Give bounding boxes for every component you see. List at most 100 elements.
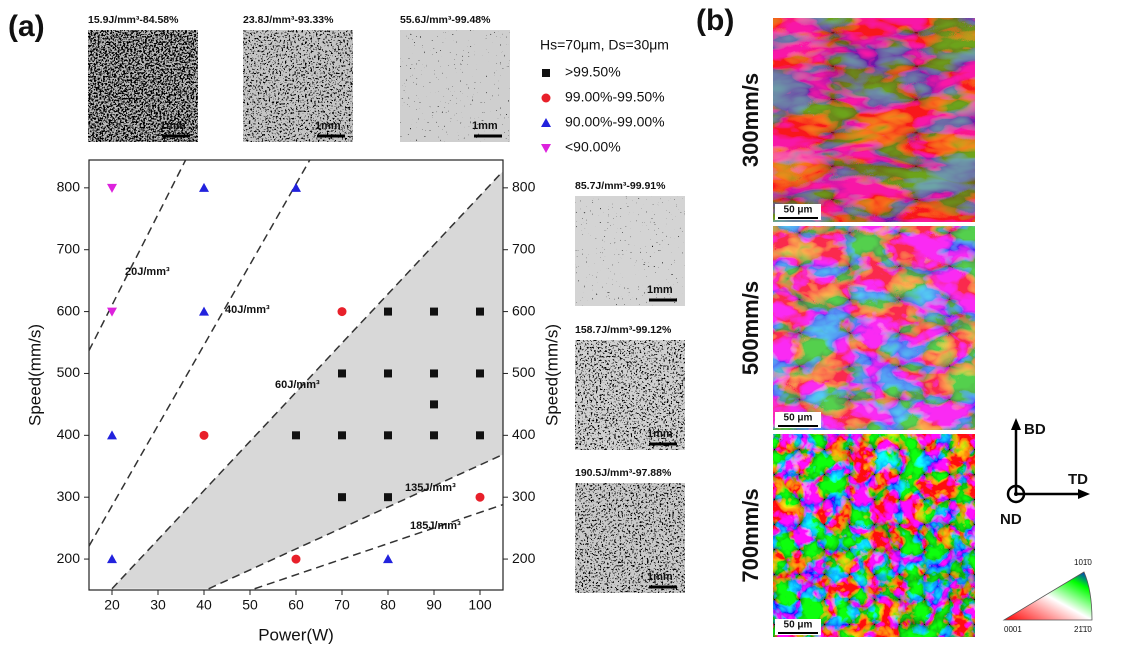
marker [541, 118, 551, 127]
marker [430, 431, 438, 440]
legend-label: <90.00% [565, 139, 621, 155]
marker [541, 93, 551, 103]
scale-label: 1mm [647, 428, 673, 440]
y-tick-label: 200 [57, 550, 81, 566]
marker [383, 554, 393, 564]
y-tick-label: 700 [57, 240, 81, 256]
marker [107, 430, 117, 440]
y-tick-label: 300 [57, 488, 81, 504]
scale-box [775, 619, 821, 635]
x-tick-label: 100 [468, 597, 492, 613]
marker [107, 307, 117, 317]
micrograph-pores [243, 30, 353, 142]
x-tick-label: 40 [196, 597, 212, 613]
arrow-head [1078, 489, 1090, 499]
scale-box [775, 204, 821, 220]
ebsd-map [773, 18, 975, 222]
y-tick-label: 700 [512, 240, 536, 256]
y-tick-label: 800 [57, 179, 81, 195]
energy-label: 20J/mm³ [125, 266, 170, 278]
arrow-head [1011, 418, 1021, 430]
marker [338, 369, 346, 378]
marker [292, 431, 300, 440]
micrograph-pores [88, 30, 198, 142]
marker [384, 431, 392, 440]
ipf-label: 101̄0 [1074, 558, 1092, 567]
marker [384, 307, 392, 316]
marker [430, 400, 438, 409]
scale-label: 50 μm [784, 205, 813, 216]
marker [338, 431, 346, 440]
micrograph-label: 158.7J/mm³-99.12% [575, 324, 672, 336]
marker [430, 369, 438, 378]
energy-label: 135J/mm³ [405, 482, 456, 494]
marker [430, 307, 438, 316]
panel-label: (a) [8, 10, 45, 43]
ebsd-map [773, 434, 975, 637]
micrograph-label: 15.9J/mm³-84.58% [88, 14, 179, 26]
y-tick-label: 400 [57, 426, 81, 442]
micrograph-label: 23.8J/mm³-93.33% [243, 14, 334, 26]
scale-label: 1mm [647, 571, 673, 583]
scale-label: 1mm [647, 284, 673, 296]
y-tick-label: 400 [512, 426, 536, 442]
x-tick-label: 30 [150, 597, 166, 613]
x-tick-label: 50 [242, 597, 258, 613]
legend-label: 99.00%-99.50% [565, 89, 665, 105]
energy-label: 185J/mm³ [410, 520, 461, 532]
x-axis-label: Power(W) [258, 625, 334, 644]
micrograph-pores [575, 340, 685, 450]
speed-label: 700mm/s [738, 488, 763, 582]
x-tick-label: 70 [334, 597, 350, 613]
marker [199, 430, 209, 440]
y-tick-label: 300 [512, 488, 536, 504]
nd-symbol [1014, 492, 1018, 496]
axis-label: ND [1000, 511, 1022, 528]
ebsd-tint [773, 434, 975, 637]
legend-label: 90.00%-99.00% [565, 114, 665, 130]
y-axis-label: Speed(mm/s) [542, 324, 561, 426]
y-tick-label: 500 [512, 364, 536, 380]
axis-label: BD [1024, 421, 1046, 438]
ipf-label: 21̄1̄0 [1074, 625, 1092, 634]
marker [476, 307, 484, 316]
legend-label: >99.50% [565, 64, 621, 80]
marker [107, 554, 117, 564]
marker [384, 369, 392, 378]
nd-symbol [1006, 484, 1026, 504]
marker [338, 493, 346, 502]
scale-label: 1mm [472, 120, 498, 132]
y-axis-label: Speed(mm/s) [25, 324, 44, 426]
energy-line [254, 503, 503, 590]
scale-box [775, 412, 821, 428]
marker [476, 431, 484, 440]
y-tick-label: 600 [512, 302, 536, 318]
energy-line [89, 160, 187, 351]
marker [199, 306, 209, 316]
marker [337, 307, 347, 317]
micrograph-pores [575, 196, 685, 306]
marker [384, 493, 392, 502]
scale-label: 50 μm [784, 413, 813, 424]
energy-line [208, 453, 503, 590]
y-tick-label: 200 [512, 550, 536, 566]
speed-label: 300mm/s [738, 73, 763, 167]
marker [199, 182, 209, 192]
ebsd-map [773, 226, 975, 430]
x-tick-label: 60 [288, 597, 304, 613]
x-tick-label: 80 [380, 597, 396, 613]
panel-label: (b) [696, 4, 734, 37]
marker [476, 369, 484, 378]
scale-label: 1mm [315, 120, 341, 132]
y-tick-label: 600 [57, 302, 81, 318]
ipf-label: 0001 [1004, 625, 1022, 634]
marker [475, 492, 485, 502]
x-tick-label: 90 [426, 597, 442, 613]
scale-label: 50 μm [784, 620, 813, 631]
marker [291, 554, 301, 564]
energy-line [111, 170, 503, 590]
micrograph-label: 85.7J/mm³-99.91% [575, 180, 666, 192]
micrograph-label: 190.5J/mm³-97.88% [575, 467, 672, 479]
marker [542, 69, 550, 77]
